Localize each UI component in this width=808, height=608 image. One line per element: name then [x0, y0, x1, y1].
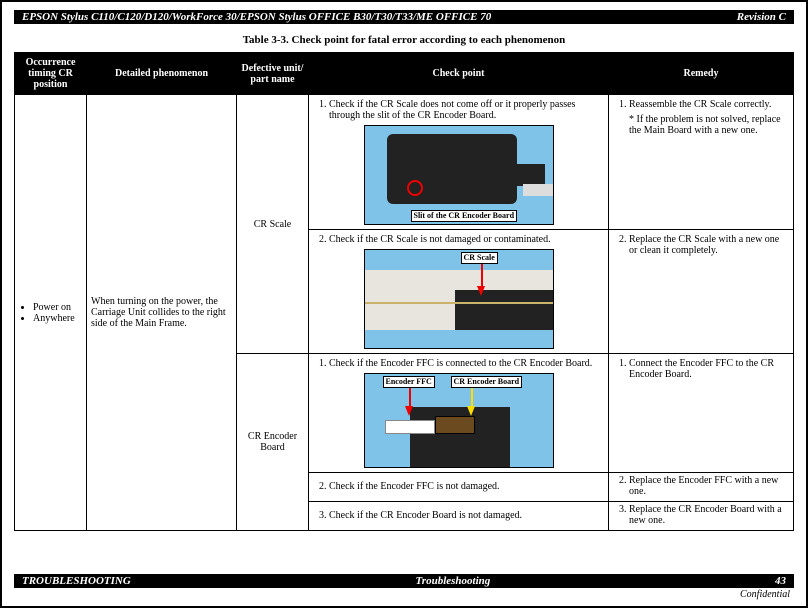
remedy-text: Replace the CR Encoder Board with a new … — [629, 504, 789, 526]
table-header-row: Occurrence timing CR position Detailed p… — [15, 53, 794, 95]
remedy-text: Replace the Encoder FFC with a new one. — [629, 475, 789, 497]
timing-item: Power on — [33, 302, 82, 313]
footer-left: TROUBLESHOOTING — [22, 575, 131, 587]
checkpoint-text: Check if the Encoder FFC is not damaged. — [329, 481, 604, 492]
arrow-red-line — [481, 264, 483, 288]
checkpoint-cell: Check if the CR Scale is not damaged or … — [309, 230, 609, 354]
checkpoint-table: Occurrence timing CR position Detailed p… — [14, 52, 794, 531]
remedy-cell: Reassemble the CR Scale correctly. * If … — [609, 95, 794, 230]
checkpoint-cell: Check if the CR Encoder Board is not dam… — [309, 502, 609, 531]
remedy-text: Connect the Encoder FFC to the CR Encode… — [629, 358, 789, 380]
callout-encbd: CR Encoder Board — [451, 376, 523, 388]
remedy-cell: Connect the Encoder FFC to the CR Encode… — [609, 354, 794, 473]
revision: Revision C — [737, 11, 786, 23]
arrow-red-line — [409, 388, 411, 408]
footer-page: 43 — [775, 575, 786, 587]
confidential-label: Confidential — [14, 589, 794, 600]
figure-cr-scale: CR Scale — [364, 249, 554, 349]
callout-crscale: CR Scale — [461, 252, 498, 264]
footer: TROUBLESHOOTING Troubleshooting 43 Confi… — [14, 574, 794, 600]
checkpoint-cell: Check if the Encoder FFC is not damaged. — [309, 473, 609, 502]
callout-ffc: Encoder FFC — [383, 376, 435, 388]
arrow-red-icon — [477, 286, 485, 296]
checkpoint-text: Check if the CR Encoder Board is not dam… — [329, 510, 604, 521]
col-phenomenon: Detailed phenomenon — [87, 53, 237, 95]
footer-bar: TROUBLESHOOTING Troubleshooting 43 — [14, 574, 794, 588]
table-title: Table 3-3. Check point for fatal error a… — [2, 34, 806, 46]
figure-cr-slit: Slit of the CR Encoder Board — [364, 125, 554, 225]
header-bar: EPSON Stylus C110/C120/D120/WorkForce 30… — [14, 10, 794, 24]
product-line: EPSON Stylus C110/C120/D120/WorkForce 30… — [22, 11, 491, 23]
remedy-text: Replace the CR Scale with a new one or c… — [629, 234, 789, 256]
remedy-note: * If the problem is not solved, replace … — [613, 114, 789, 136]
phenomenon-cell: When turning on the power, the Carriage … — [87, 95, 237, 531]
timing-item: Anywhere — [33, 313, 82, 324]
arrow-yellow-icon — [467, 406, 475, 416]
col-part: Defective unit/ part name — [237, 53, 309, 95]
col-checkpoint: Check point — [309, 53, 609, 95]
checkpoint-text: Check if the CR Scale does not come off … — [329, 99, 604, 121]
part-cr-scale: CR Scale — [237, 95, 309, 354]
arrow-yellow-line — [471, 388, 473, 408]
timing-cell: Power on Anywhere — [15, 95, 87, 531]
table-row: Power on Anywhere When turning on the po… — [15, 95, 794, 230]
checkpoint-cell: Check if the CR Scale does not come off … — [309, 95, 609, 230]
checkpoint-text: Check if the Encoder FFC is connected to… — [329, 358, 604, 369]
checkpoint-text: Check if the CR Scale is not damaged or … — [329, 234, 604, 245]
red-highlight-circle — [407, 180, 423, 196]
remedy-cell: Replace the Encoder FFC with a new one. — [609, 473, 794, 502]
arrow-red-icon — [405, 406, 413, 416]
remedy-text: Reassemble the CR Scale correctly. — [629, 99, 789, 110]
footer-center: Troubleshooting — [416, 575, 491, 587]
part-cr-encoder: CR Encoder Board — [237, 354, 309, 531]
remedy-cell: Replace the CR Encoder Board with a new … — [609, 502, 794, 531]
remedy-cell: Replace the CR Scale with a new one or c… — [609, 230, 794, 354]
checkpoint-cell: Check if the Encoder FFC is connected to… — [309, 354, 609, 473]
callout-slit: Slit of the CR Encoder Board — [411, 210, 518, 222]
col-remedy: Remedy — [609, 53, 794, 95]
col-timing: Occurrence timing CR position — [15, 53, 87, 95]
figure-encoder: Encoder FFC CR Encoder Board — [364, 373, 554, 468]
